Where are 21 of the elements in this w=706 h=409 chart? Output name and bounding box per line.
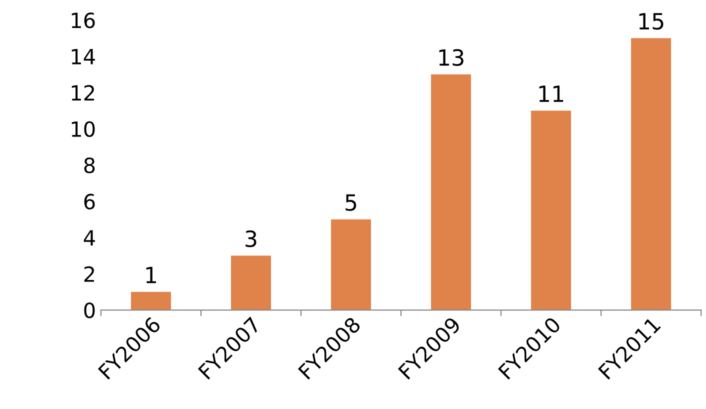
y-tick-label: 0 (84, 302, 95, 318)
bar (631, 38, 672, 310)
y-tick-label: 14 (72, 49, 95, 64)
bar (531, 110, 572, 310)
bar (130, 292, 171, 310)
data-label: 11 (539, 86, 564, 102)
data-label: 5 (346, 194, 356, 211)
bar (330, 219, 372, 310)
y-tick-label: 4 (84, 230, 95, 246)
y-tick-label: 6 (84, 194, 95, 210)
data-label: 13 (439, 49, 464, 66)
bar (431, 74, 472, 310)
data-label: 3 (246, 230, 256, 248)
y-tick-label: 8 (84, 157, 95, 174)
bar (230, 256, 271, 310)
y-tick-label: 12 (72, 84, 94, 100)
data-label: 1 (146, 266, 156, 284)
y-tick-label: 16 (72, 12, 95, 28)
data-label: 15 (639, 13, 664, 30)
y-tick-label: 2 (84, 266, 94, 282)
y-tick-label: 10 (72, 121, 95, 137)
